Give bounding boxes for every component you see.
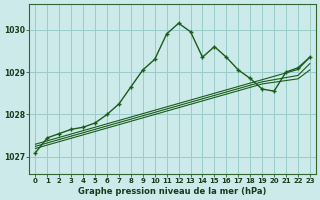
X-axis label: Graphe pression niveau de la mer (hPa): Graphe pression niveau de la mer (hPa)	[78, 187, 267, 196]
